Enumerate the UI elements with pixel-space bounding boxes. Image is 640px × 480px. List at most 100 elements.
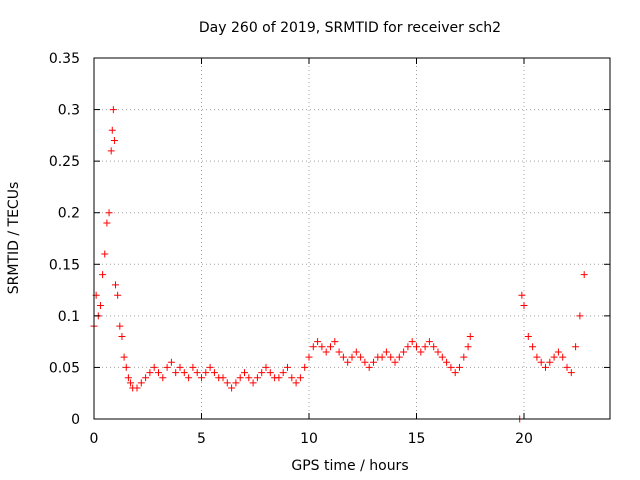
data-point — [447, 363, 455, 371]
data-point — [133, 384, 141, 392]
data-point — [331, 338, 339, 346]
x-tick-label: 15 — [408, 431, 426, 447]
data-point — [400, 348, 408, 356]
data-point — [443, 358, 451, 366]
data-point — [142, 374, 150, 382]
data-point — [155, 369, 162, 377]
data-point — [413, 343, 420, 351]
data-point — [127, 379, 135, 387]
data-point — [232, 379, 240, 387]
data-point — [103, 219, 111, 227]
data-point — [430, 343, 438, 351]
data-point — [198, 374, 205, 382]
data-point — [266, 369, 274, 377]
plot-frame — [93, 57, 611, 420]
data-point — [176, 363, 184, 371]
y-tick-label: 0 — [71, 412, 80, 428]
data-point — [408, 338, 416, 346]
y-tick-label: 0.1 — [58, 309, 80, 325]
data-point — [163, 363, 171, 371]
data-point — [99, 271, 107, 279]
data-point — [542, 363, 549, 371]
data-point — [451, 369, 459, 377]
data-point — [167, 358, 175, 366]
data-point — [107, 147, 115, 155]
x-tick-label: 5 — [197, 431, 206, 447]
data-point — [150, 363, 158, 371]
data-point — [309, 343, 317, 351]
data-point — [421, 343, 429, 351]
data-point — [335, 348, 343, 356]
data-point — [110, 137, 118, 145]
data-point — [417, 348, 425, 356]
data-point — [219, 374, 227, 382]
data-point — [361, 358, 369, 366]
x-axis-label: GPS time / hours — [291, 458, 408, 474]
data-point — [520, 302, 528, 310]
data-point — [101, 250, 109, 258]
data-point — [460, 353, 468, 361]
data-point — [563, 363, 571, 371]
data-point — [404, 343, 412, 351]
data-point — [524, 332, 532, 340]
data-point — [314, 338, 322, 346]
x-tick-label: 20 — [515, 431, 533, 447]
data-point — [105, 209, 113, 217]
data-point — [550, 353, 558, 361]
data-point — [279, 369, 287, 377]
data-point — [120, 353, 128, 361]
data-point — [348, 353, 356, 361]
data-point — [438, 353, 446, 361]
data-point — [109, 106, 117, 114]
data-point — [567, 369, 575, 377]
data-point — [382, 348, 390, 356]
data-point — [253, 374, 261, 382]
data-point — [124, 374, 132, 382]
y-axis-label: SRMTID / TECUs — [6, 182, 22, 295]
data-point — [352, 348, 360, 356]
data-point — [108, 126, 116, 134]
data-point — [327, 343, 334, 351]
data-point — [228, 384, 236, 392]
data-points — [90, 106, 588, 423]
data-point — [114, 291, 122, 299]
data-point — [206, 363, 214, 371]
data-point — [292, 379, 300, 387]
data-point — [112, 281, 119, 289]
y-tick-label: 0.25 — [49, 154, 80, 170]
data-point — [576, 312, 584, 320]
data-point — [241, 369, 248, 377]
data-point — [249, 379, 257, 387]
data-point — [296, 374, 304, 382]
y-tick-label: 0.3 — [58, 103, 80, 119]
data-point — [546, 358, 554, 366]
y-tick-label: 0.15 — [49, 257, 80, 273]
data-point — [284, 363, 291, 371]
data-point — [118, 332, 126, 340]
data-point — [210, 369, 218, 377]
axis-ticks — [93, 57, 610, 420]
data-point — [466, 332, 474, 340]
data-point — [378, 353, 386, 361]
data-point — [159, 374, 167, 382]
data-point — [318, 343, 326, 351]
data-point — [391, 358, 399, 366]
data-point — [193, 369, 201, 377]
data-point — [172, 369, 180, 377]
data-point — [180, 369, 188, 377]
data-point — [288, 374, 296, 382]
data-point — [434, 348, 442, 356]
data-point — [116, 322, 124, 330]
data-point — [122, 363, 130, 371]
data-point — [137, 379, 145, 387]
chart-title: Day 260 of 2019, SRMTID for receiver sch… — [199, 20, 501, 36]
data-point — [202, 369, 210, 377]
data-point — [301, 363, 309, 371]
y-tick-label: 0.05 — [49, 360, 80, 376]
data-point — [537, 358, 545, 366]
data-point — [339, 353, 347, 361]
data-point — [370, 358, 377, 366]
y-tick-label: 0.2 — [58, 206, 80, 222]
x-tick-label: 0 — [90, 431, 99, 447]
